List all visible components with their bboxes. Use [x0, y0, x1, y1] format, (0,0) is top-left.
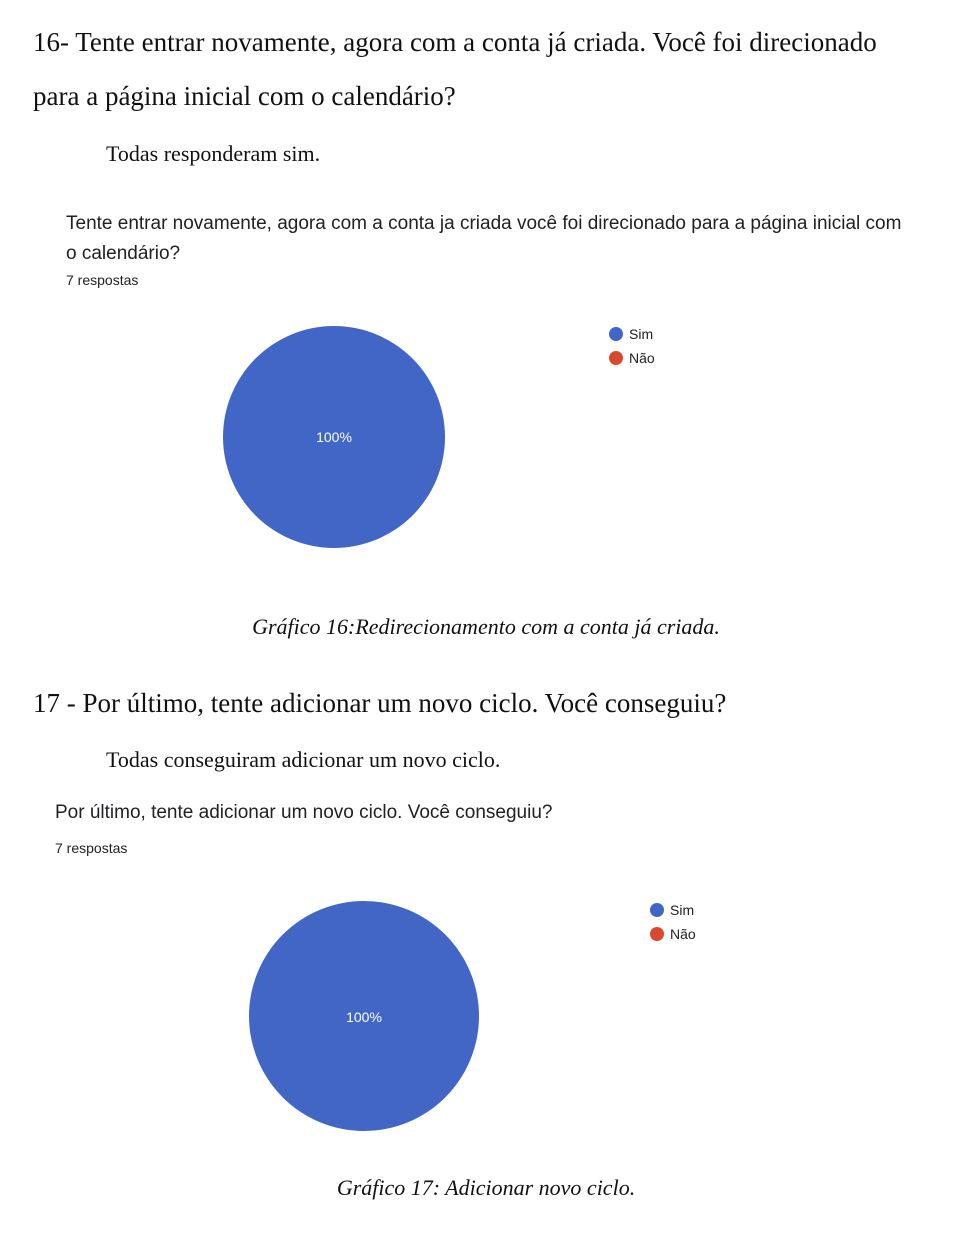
responses-count-16: 7 respostas: [66, 272, 139, 288]
legend-label-sim: Sim: [629, 326, 654, 342]
question-16-line-2: para a página inicial com o calendário?: [33, 81, 456, 111]
legend-17: Sim Não: [650, 901, 696, 943]
form-title-16-line-2: o calendário?: [66, 243, 181, 264]
answer-16: Todas responderam sim.: [106, 141, 321, 166]
legend-swatch-sim: [650, 903, 664, 917]
pie-slice-sim: [249, 901, 479, 1131]
slice-label: 100%: [346, 1009, 382, 1025]
legend-item-nao: Não: [609, 349, 655, 367]
slice-label: 100%: [316, 429, 352, 445]
legend-swatch-nao: [609, 351, 623, 365]
legend-label-sim: Sim: [670, 902, 695, 918]
form-title-17: Por último, tente adicionar um novo cicl…: [55, 802, 553, 823]
form-title-16-line-1: Tente entrar novamente, agora com a cont…: [66, 213, 902, 234]
legend-label-nao: Não: [629, 350, 655, 366]
responses-count-17: 7 respostas: [55, 840, 128, 856]
legend-swatch-nao: [650, 927, 664, 941]
question-16-line-1: 16- Tente entrar novamente, agora com a …: [33, 27, 877, 57]
legend-item-nao: Não: [650, 925, 696, 943]
legend-label-nao: Não: [670, 926, 696, 942]
legend-item-sim: Sim: [650, 901, 696, 919]
caption-16: Gráfico 16:Redirecionamento com a conta …: [252, 614, 720, 639]
legend-item-sim: Sim: [609, 325, 655, 343]
question-17: 17 - Por último, tente adicionar um novo…: [33, 688, 727, 718]
legend-swatch-sim: [609, 327, 623, 341]
legend-16: Sim Não: [609, 325, 655, 367]
caption-17: Gráfico 17: Adicionar novo ciclo.: [336, 1175, 636, 1200]
answer-17: Todas conseguiram adicionar um novo cicl…: [106, 747, 501, 772]
pie-slice-sim: [223, 326, 445, 548]
